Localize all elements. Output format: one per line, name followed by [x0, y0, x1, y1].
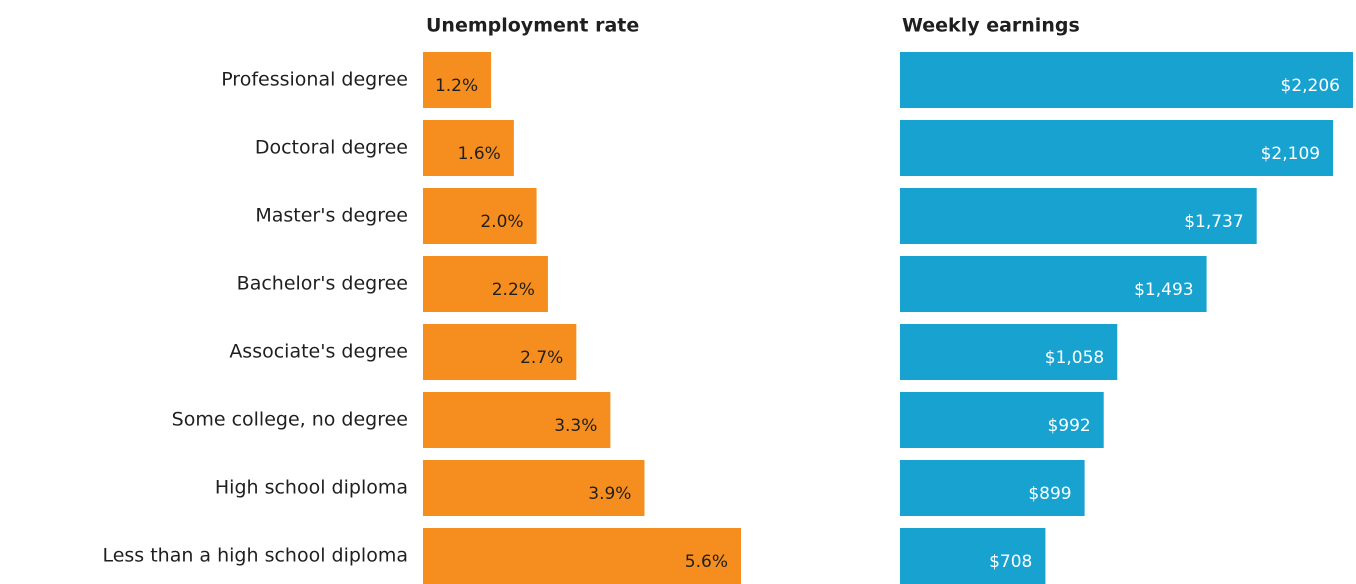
bar — [423, 256, 548, 312]
value-label: 2.2% — [492, 280, 535, 300]
bar — [900, 52, 1353, 108]
category-label: Less than a high school diploma — [102, 545, 408, 567]
value-label: 2.7% — [520, 348, 563, 368]
value-label: $2,206 — [1281, 76, 1340, 96]
bar — [423, 392, 611, 448]
category-label: Associate's degree — [229, 341, 408, 363]
bar — [900, 392, 1104, 448]
chart-title: Weekly earnings — [902, 15, 1080, 37]
bar — [423, 528, 741, 584]
category-label: Some college, no degree — [172, 409, 408, 431]
value-label: 1.6% — [458, 144, 501, 164]
bar — [423, 324, 577, 380]
value-label: $899 — [1028, 484, 1071, 504]
value-label: $1,493 — [1134, 280, 1193, 300]
value-label: $1,737 — [1184, 212, 1243, 232]
bar — [900, 188, 1257, 244]
bar — [423, 52, 492, 108]
chart-title: Unemployment rate — [426, 15, 639, 37]
value-label: 3.3% — [554, 416, 597, 436]
bar — [423, 188, 537, 244]
value-label: 3.9% — [588, 484, 631, 504]
category-label: Professional degree — [221, 69, 408, 91]
value-label: 1.2% — [435, 76, 478, 96]
bar — [423, 460, 645, 516]
value-label: $708 — [989, 552, 1032, 572]
category-label: Doctoral degree — [255, 137, 408, 159]
category-label: Bachelor's degree — [237, 273, 408, 295]
category-label: High school diploma — [215, 477, 408, 499]
bar — [900, 120, 1334, 176]
value-label: $1,058 — [1045, 348, 1104, 368]
bar — [900, 256, 1207, 312]
value-label: $992 — [1047, 416, 1090, 436]
value-label: $2,109 — [1261, 144, 1320, 164]
bar — [900, 460, 1085, 516]
bar — [900, 324, 1118, 380]
bar — [900, 528, 1046, 584]
value-label: 5.6% — [685, 552, 728, 572]
bar — [423, 120, 514, 176]
value-label: 2.0% — [480, 212, 523, 232]
category-label: Master's degree — [255, 205, 408, 227]
